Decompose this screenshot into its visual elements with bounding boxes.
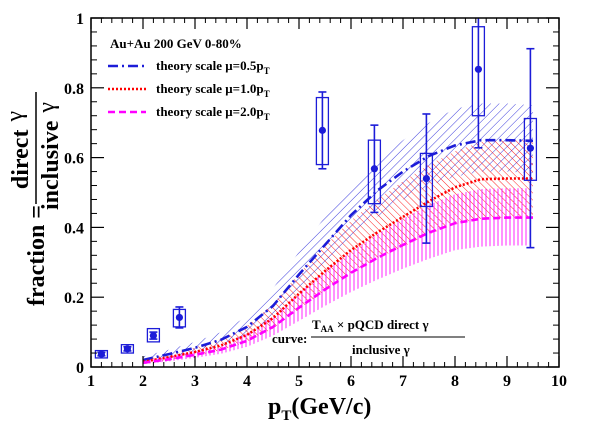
x-tick-label: 2 [139, 373, 147, 390]
theory-curve [142, 216, 533, 365]
theory-band [143, 140, 533, 364]
svg-text:directγ: directγ [2, 111, 34, 190]
svg-text:curve:: curve: [272, 331, 307, 346]
plot-frame [90, 17, 560, 368]
systematic-error-box [120, 344, 135, 354]
data-point [123, 345, 131, 353]
curve-formula-annotation: curve: TAA × pQCD direct γ inclusive γ [272, 317, 465, 357]
theory-bands [143, 103, 533, 365]
legend-label: theory scale μ=2.0pT [156, 104, 270, 122]
x-tick-label: 8 [451, 373, 459, 390]
theory-curve [142, 138, 534, 362]
y-tick-label: 0.6 [64, 151, 84, 168]
systematic-error-box [146, 327, 161, 343]
theory-band [143, 188, 533, 365]
x-tick-label: 1 [87, 373, 95, 390]
axis-ticks: 1 2 3 4 5 6 7 8 9 10 0 0.2 0.4 0.6 0.8 1 [64, 11, 567, 390]
data-point [370, 165, 378, 173]
legend-label: theory scale μ=1.0pT [156, 81, 270, 99]
x-tick-label: 6 [347, 373, 355, 390]
x-tick-label: 9 [503, 373, 511, 390]
y-tick-label: 0.8 [64, 81, 84, 98]
data-point [175, 313, 183, 322]
theory-curves [142, 138, 534, 365]
theory-curve [142, 177, 533, 364]
data-points [94, 18, 538, 359]
x-tick-label: 7 [399, 373, 407, 390]
y-tick-label: 0 [76, 360, 84, 377]
data-point [149, 331, 157, 340]
data-point [97, 350, 105, 358]
y-tick-label: 0.4 [64, 220, 84, 237]
legend-label: theory scale μ=0.5pT [156, 58, 270, 76]
legend: Au+Au 200 GeV 0-80% theory scale μ=0.5pT… [108, 36, 270, 122]
x-tick-label: 4 [243, 373, 251, 390]
svg-text:fraction =: fraction = [24, 205, 50, 306]
data-point [318, 126, 326, 134]
x-axis-label: pT(GeV/c) [268, 394, 371, 424]
y-axis-label: fraction = directγ inclusiveγ [2, 92, 64, 306]
svg-text:inclusive γ: inclusive γ [352, 342, 410, 357]
svg-text:inclusiveγ: inclusiveγ [34, 102, 64, 210]
x-tick-label: 3 [191, 373, 199, 390]
data-point [474, 65, 482, 73]
y-tick-label: 1 [76, 11, 84, 28]
x-tick-label: 5 [295, 373, 303, 390]
svg-text:TAA × pQCD direct γ: TAA × pQCD direct γ [312, 317, 429, 334]
legend-header: Au+Au 200 GeV 0-80% [110, 36, 242, 51]
x-tick-label: 10 [551, 373, 567, 390]
data-point [422, 174, 430, 183]
y-tick-label: 0.2 [64, 290, 84, 307]
data-point [526, 144, 535, 152]
